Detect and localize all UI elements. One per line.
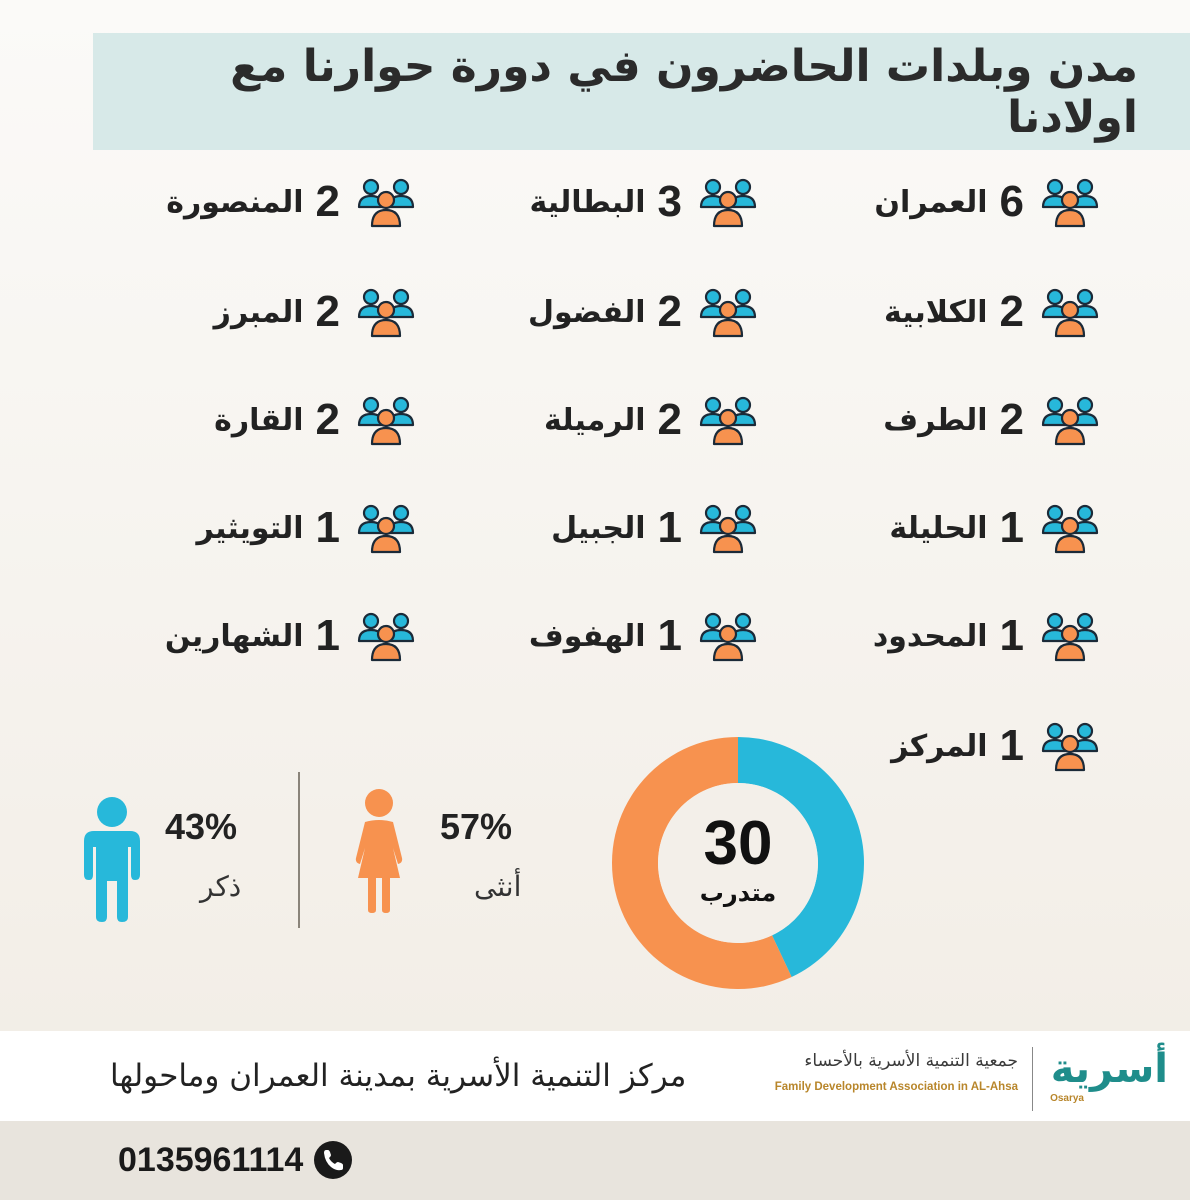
donut-chart: [612, 737, 864, 989]
city-count: 2: [315, 395, 340, 444]
male-label: ذكر: [200, 870, 242, 903]
people-group-icon: [357, 612, 415, 662]
total-label: متدرب: [699, 879, 777, 907]
city-count: 2: [657, 287, 682, 336]
people-group-icon: [357, 178, 415, 228]
city-item: 2 الكلابية: [884, 282, 1100, 342]
city-count: 1: [657, 503, 682, 552]
people-group-icon: [699, 504, 757, 554]
people-group-icon: [699, 396, 757, 446]
contact-bar: [0, 1121, 1190, 1200]
city-item: 2 المنصورة: [166, 172, 416, 232]
city-name: الهفوف: [528, 618, 646, 654]
city-count: 1: [657, 611, 682, 660]
phone-number[interactable]: 0135961114: [118, 1140, 304, 1179]
people-group-icon: [357, 504, 415, 554]
city-count: 1: [315, 611, 340, 660]
city-item: 1 التويثير: [196, 498, 416, 558]
city-name: التويثير: [196, 510, 304, 546]
logo-arabic-name: جمعية التنمية الأسرية بالأحساء: [804, 1051, 1018, 1071]
city-count: 2: [315, 177, 340, 226]
city-name: الكلابية: [884, 294, 988, 330]
male-figure-icon: [84, 797, 140, 922]
city-name: العمران: [874, 184, 988, 220]
people-group-icon: [1041, 396, 1099, 446]
logo-english-name: Family Development Association in AL-Ahs…: [774, 1081, 1018, 1093]
city-item: 2 القارة: [214, 390, 416, 450]
female-label: أنثى: [474, 870, 522, 903]
city-item: 2 الرميلة: [544, 390, 758, 450]
city-name: المركز: [891, 728, 988, 764]
people-group-icon: [699, 612, 757, 662]
logo-mark-english: Osarya: [1050, 1093, 1084, 1104]
city-item: 2 المبرز: [214, 282, 416, 342]
city-item: 1 الهفوف: [529, 606, 758, 666]
gender-divider: [298, 772, 300, 928]
title-banner: مدن وبلدات الحاضرون في دورة حوارنا مع او…: [93, 33, 1190, 150]
city-item: 1 الجبيل: [551, 498, 758, 558]
logo-separator: [1032, 1047, 1033, 1111]
city-item: 3 البطالية: [530, 172, 758, 232]
female-figure-icon: [355, 789, 403, 913]
city-count: 2: [999, 287, 1024, 336]
city-name: المحدود: [872, 618, 988, 654]
donut-slice-male: [738, 737, 864, 978]
people-group-icon: [1041, 504, 1099, 554]
city-name: الجبيل: [551, 510, 646, 546]
total-number: 30: [703, 809, 773, 878]
people-group-icon: [1041, 722, 1099, 772]
city-item: 2 الطرف: [883, 390, 1100, 450]
people-group-icon: [699, 178, 757, 228]
phone-contact[interactable]: 0135961114: [118, 1132, 353, 1188]
city-count: 3: [657, 177, 682, 226]
association-logo: جمعية التنمية الأسرية بالأحساء Family De…: [775, 1043, 1178, 1117]
trainees-donut: 30 متدرب: [608, 733, 868, 993]
city-name: الفضول: [527, 294, 646, 330]
people-group-icon: [357, 288, 415, 338]
people-group-icon: [699, 288, 757, 338]
female-percent: 57%: [440, 806, 513, 847]
city-name: الشهارين: [164, 618, 304, 654]
people-group-icon: [357, 396, 415, 446]
city-item: 6 العمران: [874, 172, 1100, 232]
donut-hole: [658, 783, 818, 943]
city-item: 1 الحليلة: [889, 498, 1100, 558]
city-count: 1: [999, 611, 1024, 660]
city-count: 1: [999, 503, 1024, 552]
city-count: 1: [315, 503, 340, 552]
logo-mark: أسرية Osarya: [1044, 1049, 1172, 1111]
city-item: 1 المركز: [891, 716, 1100, 776]
people-group-icon: [1041, 612, 1099, 662]
city-name: المبرز: [213, 294, 304, 330]
male-percent: 43%: [165, 806, 238, 847]
page-title: مدن وبلدات الحاضرون في دورة حوارنا مع او…: [230, 40, 1138, 143]
people-group-icon: [1041, 178, 1099, 228]
city-count: 1: [999, 721, 1024, 770]
city-name: الحليلة: [889, 510, 988, 546]
footer-bar: [0, 1031, 1190, 1121]
footer-center-text: مركز التنمية الأسرية بمدينة العمران وماح…: [110, 1058, 687, 1094]
city-name: البطالية: [529, 184, 646, 220]
city-item: 2 الفضول: [528, 282, 758, 342]
city-count: 2: [315, 287, 340, 336]
city-item: 1 الشهارين: [165, 606, 416, 666]
city-item: 1 المحدود: [873, 606, 1100, 666]
donut-slice-female: [612, 737, 792, 989]
city-count: 2: [657, 395, 682, 444]
city-name: القارة: [214, 402, 304, 438]
phone-icon: [314, 1141, 353, 1179]
city-count: 6: [999, 177, 1024, 226]
city-name: الرميلة: [544, 402, 646, 438]
city-name: المنصورة: [166, 184, 304, 220]
people-group-icon: [1041, 288, 1099, 338]
city-name: الطرف: [883, 402, 988, 438]
donut-center: 30 متدرب: [608, 733, 868, 993]
logo-mark-arabic: أسرية: [1050, 1046, 1168, 1092]
city-count: 2: [999, 395, 1024, 444]
